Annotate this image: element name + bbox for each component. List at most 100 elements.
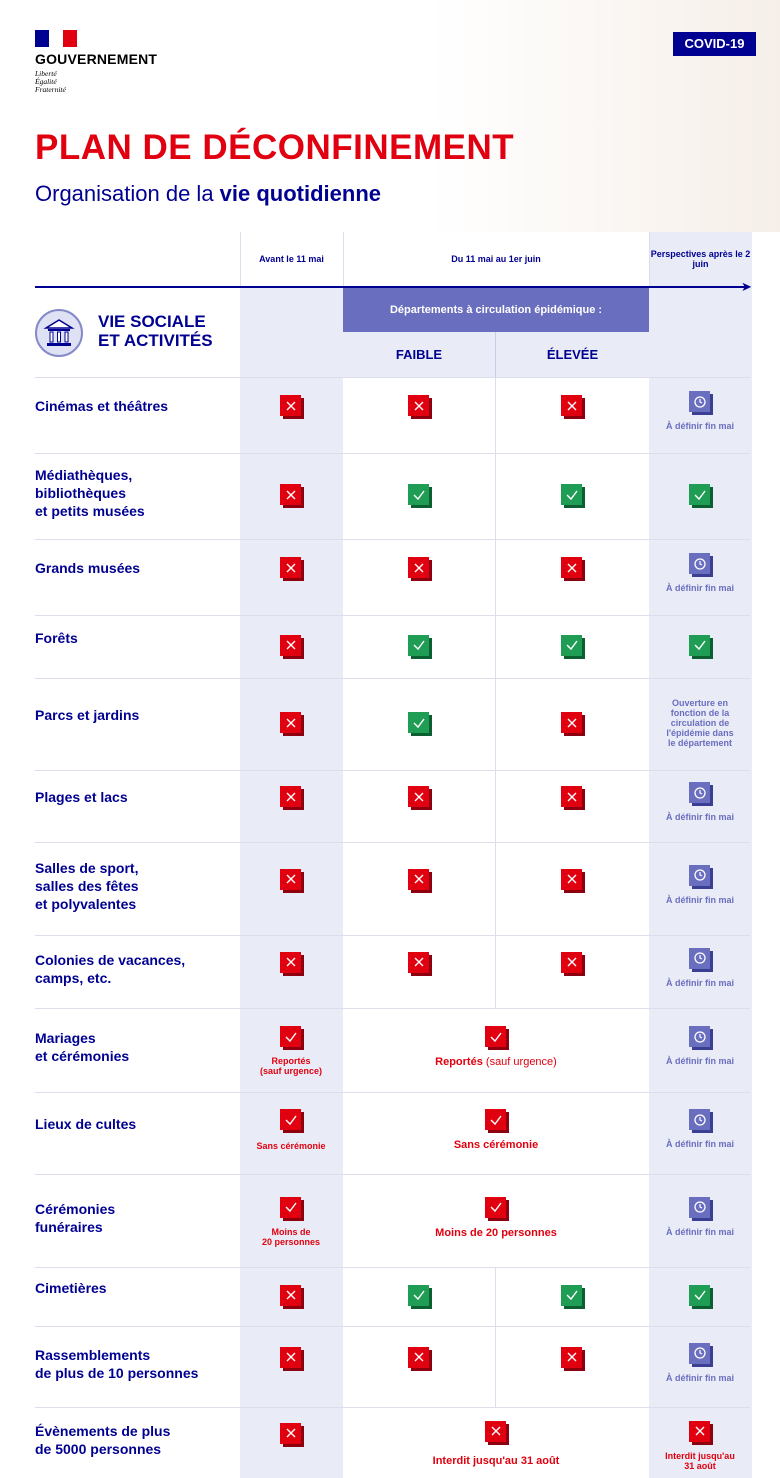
clock-icon [689,864,713,891]
column-divider [495,678,496,770]
clock-icon [689,782,713,808]
to-be-defined-note: À définir fin mai [665,421,734,431]
under-20-note: Moins de 20 personnes [435,1226,557,1239]
opening-condition-note: Ouverture en fonction de la circulation de… [666,698,734,748]
row-divider [35,1267,750,1268]
row-divider [35,1407,750,1408]
to-be-defined-note: À définir fin mai [665,894,734,905]
cross-icon [280,395,304,421]
check-icon [689,634,713,661]
row-label: Mariages et cérémonies [35,1030,130,1064]
cross-icon [280,484,304,510]
column-high: ÉLEVÉE [496,332,649,377]
check-icon [485,1109,509,1135]
cross-icon [280,1346,304,1373]
column-divider [495,332,496,377]
cross-icon [689,1420,713,1447]
check-icon [408,712,432,738]
period-after: Perspectives après le 2 juin [650,249,751,269]
section-title: VIE SOCIALE ET ACTIVITÉS [98,312,213,350]
period-before: Avant le 11 mai [259,254,324,264]
check-icon [408,484,432,510]
row-label: Forêts [35,629,78,646]
timeline-arrow-line [35,286,747,288]
row-divider [35,1092,750,1093]
clock-icon [689,1026,713,1052]
row-divider [35,539,750,540]
to-be-defined-note: À définir fin mai [665,1139,734,1149]
to-be-defined-note: À définir fin mai [665,812,734,822]
check-icon [408,1284,432,1311]
cross-icon [408,951,432,978]
after-column-band [649,232,752,1478]
row-label: Salles de sport, salles des fêtes et polyv… [35,859,139,912]
page-title: PLAN DE DÉCONFINEMENT [35,128,515,167]
header-banner: GOUVERNEMENT Liberté Égalité Fraternité … [0,0,780,232]
covid-badge: COVID-19 [673,32,756,56]
cross-icon [561,1346,585,1373]
no-ceremony-note: Sans cérémonie [256,1141,326,1151]
clock-icon [689,947,713,974]
header-divider [343,232,344,288]
check-icon [561,484,585,510]
arrow-right-icon: ➤ [741,279,752,294]
header-divider [649,232,650,288]
column-divider [495,770,496,842]
dept-circulation-banner: Départements à circulation épidémique : [343,288,649,332]
cross-icon [280,712,304,738]
column-divider [495,842,496,935]
check-icon [280,1026,304,1052]
row-divider [35,1174,750,1175]
check-icon [485,1196,509,1223]
to-be-defined-note: À définir fin mai [665,1226,734,1237]
row-divider [35,678,750,679]
cross-icon [280,1422,304,1449]
to-be-defined-note: À définir fin mai [665,1372,734,1383]
cross-icon [561,786,585,812]
row-label: Cimetières [35,1279,107,1296]
row-divider [35,615,750,616]
check-icon [408,634,432,661]
row-label: Rassemblements de plus de 10 personnes [35,1346,199,1381]
clock-icon [689,1342,713,1369]
row-label: Colonies de vacances, camps, etc. [35,951,186,986]
under-20-note: Moins de 20 personnes [261,1226,321,1247]
government-name: GOUVERNEMENT [35,51,158,67]
column-divider [495,539,496,615]
row-divider [35,770,750,771]
column-divider [495,615,496,678]
cross-icon [280,951,304,978]
government-motto: Liberté Égalité Fraternité [35,69,66,94]
column-divider [495,1267,496,1326]
check-icon [689,484,713,510]
check-icon [689,1284,713,1311]
postponed-note: Reportés (sauf urgence) [435,1056,557,1068]
row-label: Évènements de plus de 5000 personnes [35,1422,171,1457]
cross-icon [408,868,432,895]
cross-icon [408,1346,432,1373]
row-divider [35,1326,750,1327]
cross-icon [280,557,304,583]
cross-icon [280,868,304,895]
header-divider [240,232,241,288]
postponed-note: Reportés (sauf urgence) [259,1056,322,1076]
to-be-defined-note: À définir fin mai [665,977,734,988]
cross-icon [561,395,585,421]
clock-icon [689,1196,713,1223]
column-divider [495,935,496,1008]
french-flag-logo [35,30,77,47]
row-divider [35,453,750,454]
cross-icon [408,395,432,421]
period-during: Du 11 mai au 1er juin [451,254,541,264]
row-label: Grands musées [35,560,141,576]
cross-icon [280,634,304,661]
row-divider [35,935,750,936]
check-icon [280,1196,304,1223]
row-divider [35,377,750,378]
row-label: Cérémonies funéraires [35,1200,116,1235]
clock-icon [689,391,713,417]
row-label: Parcs et jardins [35,707,140,723]
column-divider [495,453,496,539]
page-subtitle: Organisation de la vie quotidienne [35,181,382,206]
check-icon [561,634,585,661]
